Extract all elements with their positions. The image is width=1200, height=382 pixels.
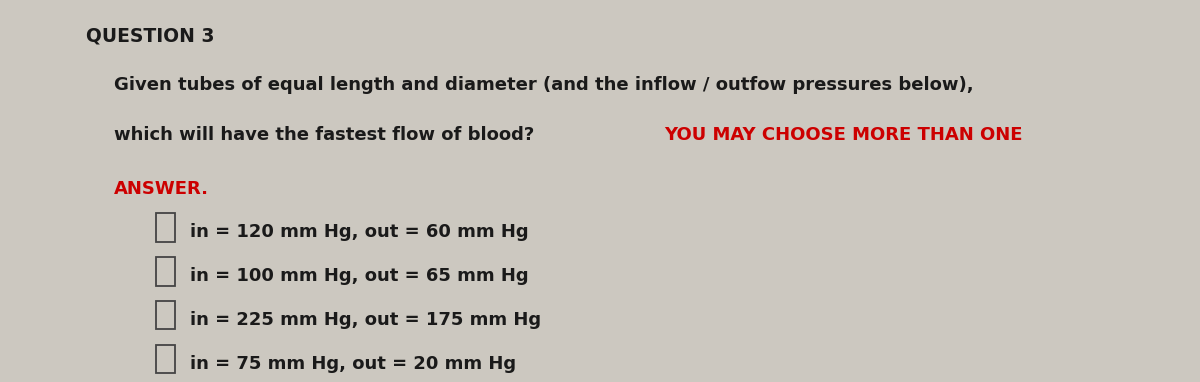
Text: in = 225 mm Hg, out = 175 mm Hg: in = 225 mm Hg, out = 175 mm Hg [190,311,541,329]
Text: in = 120 mm Hg, out = 60 mm Hg: in = 120 mm Hg, out = 60 mm Hg [190,223,528,241]
Text: ANSWER.: ANSWER. [114,180,209,197]
Text: YOU MAY CHOOSE MORE THAN ONE: YOU MAY CHOOSE MORE THAN ONE [665,126,1022,144]
Text: Given tubes of equal length and diameter (and the inflow / outfow pressures belo: Given tubes of equal length and diameter… [114,76,973,94]
Text: which will have the fastest flow of blood?: which will have the fastest flow of bloo… [114,126,540,144]
Text: in = 75 mm Hg, out = 20 mm Hg: in = 75 mm Hg, out = 20 mm Hg [190,355,516,373]
Text: QUESTION 3: QUESTION 3 [86,27,215,46]
Text: in = 100 mm Hg, out = 65 mm Hg: in = 100 mm Hg, out = 65 mm Hg [190,267,528,285]
